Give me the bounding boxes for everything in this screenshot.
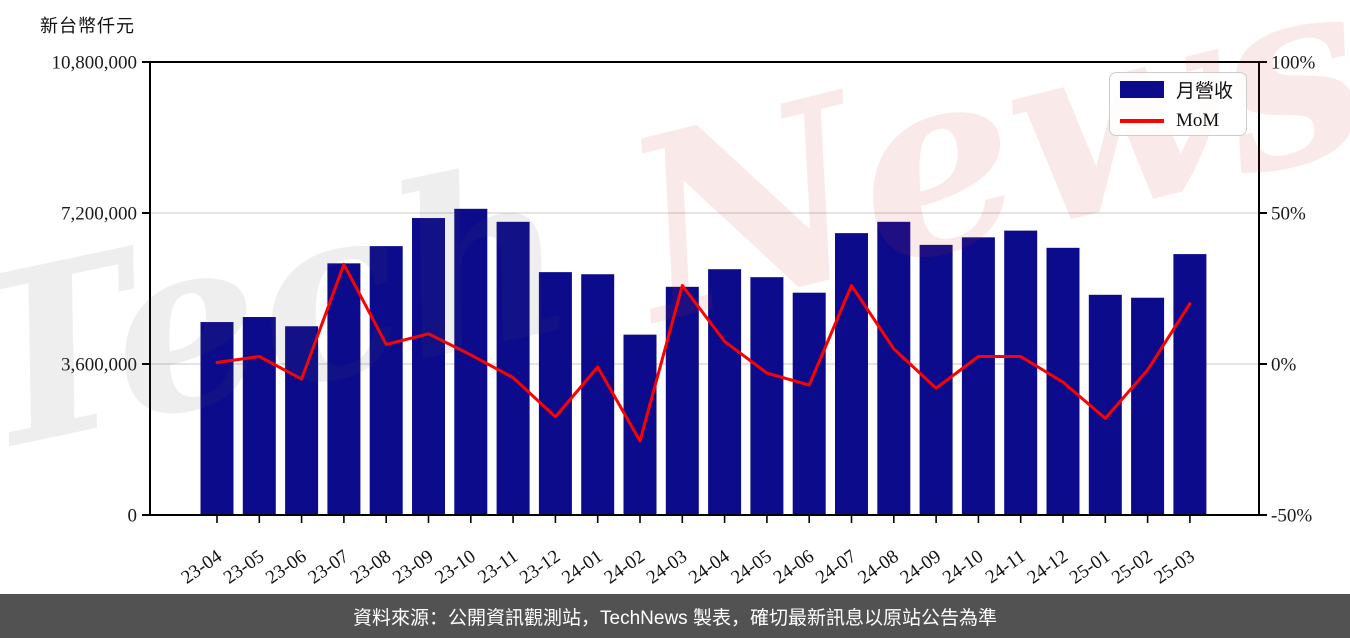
y-tick-label-right: 50% bbox=[1271, 204, 1306, 225]
chart-legend: 月營收 MoM bbox=[1109, 72, 1247, 136]
x-tick-label: 25-03 bbox=[1150, 546, 1198, 589]
revenue-bar bbox=[708, 269, 742, 515]
source-footer-text: 資料來源：公開資訊觀測站，TechNews 製表，確切最新訊息以原站公告為準 bbox=[353, 607, 997, 629]
y-tick-label-left: 10,800,000 bbox=[52, 53, 138, 74]
x-tick-label: 24-04 bbox=[685, 546, 734, 589]
revenue-bar bbox=[961, 237, 995, 516]
revenue-bar bbox=[665, 286, 699, 515]
revenue-bar bbox=[242, 317, 276, 515]
revenue-bar bbox=[538, 272, 572, 515]
x-tick-label: 23-08 bbox=[347, 546, 395, 589]
mom-line-swatch-icon bbox=[1120, 119, 1164, 123]
revenue-bar bbox=[750, 277, 784, 515]
x-tick-label: 23-06 bbox=[262, 546, 310, 589]
revenue-bar bbox=[496, 221, 530, 515]
revenue-bar bbox=[200, 322, 234, 515]
plot-border bbox=[149, 61, 1260, 516]
y-tick-label-left: 0 bbox=[128, 506, 138, 527]
x-tick-label: 24-05 bbox=[727, 546, 775, 589]
revenue-bar bbox=[581, 274, 615, 515]
revenue-bar bbox=[285, 326, 319, 515]
x-tick-label: 24-12 bbox=[1024, 546, 1072, 589]
revenue-bar bbox=[835, 233, 868, 515]
revenue-bar bbox=[369, 246, 403, 515]
revenue-bar bbox=[327, 263, 361, 515]
revenue-bar bbox=[792, 292, 826, 515]
revenue-bar bbox=[877, 221, 911, 515]
x-tick-label: 24-07 bbox=[812, 546, 860, 589]
legend-revenue-label: 月營收 bbox=[1176, 81, 1234, 102]
x-tick-label: 23-11 bbox=[474, 546, 522, 588]
revenue-mom-chart: 0 3,600,000 7,200,000 10,800,000 -50% 0% 50% 10… bbox=[52, 53, 1316, 589]
y-tick-label-left: 3,600,000 bbox=[61, 355, 137, 376]
left-axis-unit-label: 新台幣仟元 bbox=[40, 16, 135, 36]
source-footer: 資料來源：公開資訊觀測站，TechNews 製表，確切最新訊息以原站公告為準 bbox=[0, 594, 1350, 638]
x-tick-label: 23-10 bbox=[431, 546, 479, 589]
x-tick-label: 24-08 bbox=[854, 546, 902, 589]
x-tick-label: 24-02 bbox=[601, 546, 649, 589]
revenue-bar bbox=[1173, 254, 1207, 515]
revenue-bar bbox=[412, 218, 445, 516]
legend-mom-label: MoM bbox=[1176, 110, 1220, 131]
revenue-bar bbox=[1004, 230, 1038, 515]
x-tick-label: 25-02 bbox=[1108, 546, 1156, 589]
x-tick-label: 24-01 bbox=[558, 546, 606, 589]
legend-row-mom: MoM bbox=[1120, 110, 1236, 132]
x-tick-label: 24-11 bbox=[982, 546, 1030, 588]
revenue-bar bbox=[623, 334, 657, 515]
x-tick-label: 25-01 bbox=[1066, 546, 1114, 589]
x-tick-label: 24-06 bbox=[770, 546, 818, 589]
x-tick-label: 24-09 bbox=[897, 546, 945, 589]
x-tick-label: 24-03 bbox=[643, 546, 691, 589]
y-tick-label-right: 0% bbox=[1271, 355, 1297, 376]
revenue-bar bbox=[1131, 297, 1165, 515]
x-tick-label: 24-10 bbox=[939, 546, 987, 589]
x-tick-label: 23-05 bbox=[220, 546, 268, 589]
revenue-swatch-icon bbox=[1120, 81, 1164, 98]
x-tick-label: 23-09 bbox=[389, 546, 437, 589]
x-tick-label: 23-04 bbox=[178, 546, 227, 589]
y-tick-label-left: 7,200,000 bbox=[61, 204, 137, 225]
x-tick-label: 23-07 bbox=[304, 546, 352, 589]
y-tick-label-right: -50% bbox=[1271, 506, 1312, 527]
mom-line bbox=[215, 262, 1192, 443]
y-tick-label-right: 100% bbox=[1271, 53, 1316, 74]
x-tick-label: 23-12 bbox=[516, 546, 564, 589]
legend-row-revenue: 月營收 bbox=[1120, 76, 1236, 103]
